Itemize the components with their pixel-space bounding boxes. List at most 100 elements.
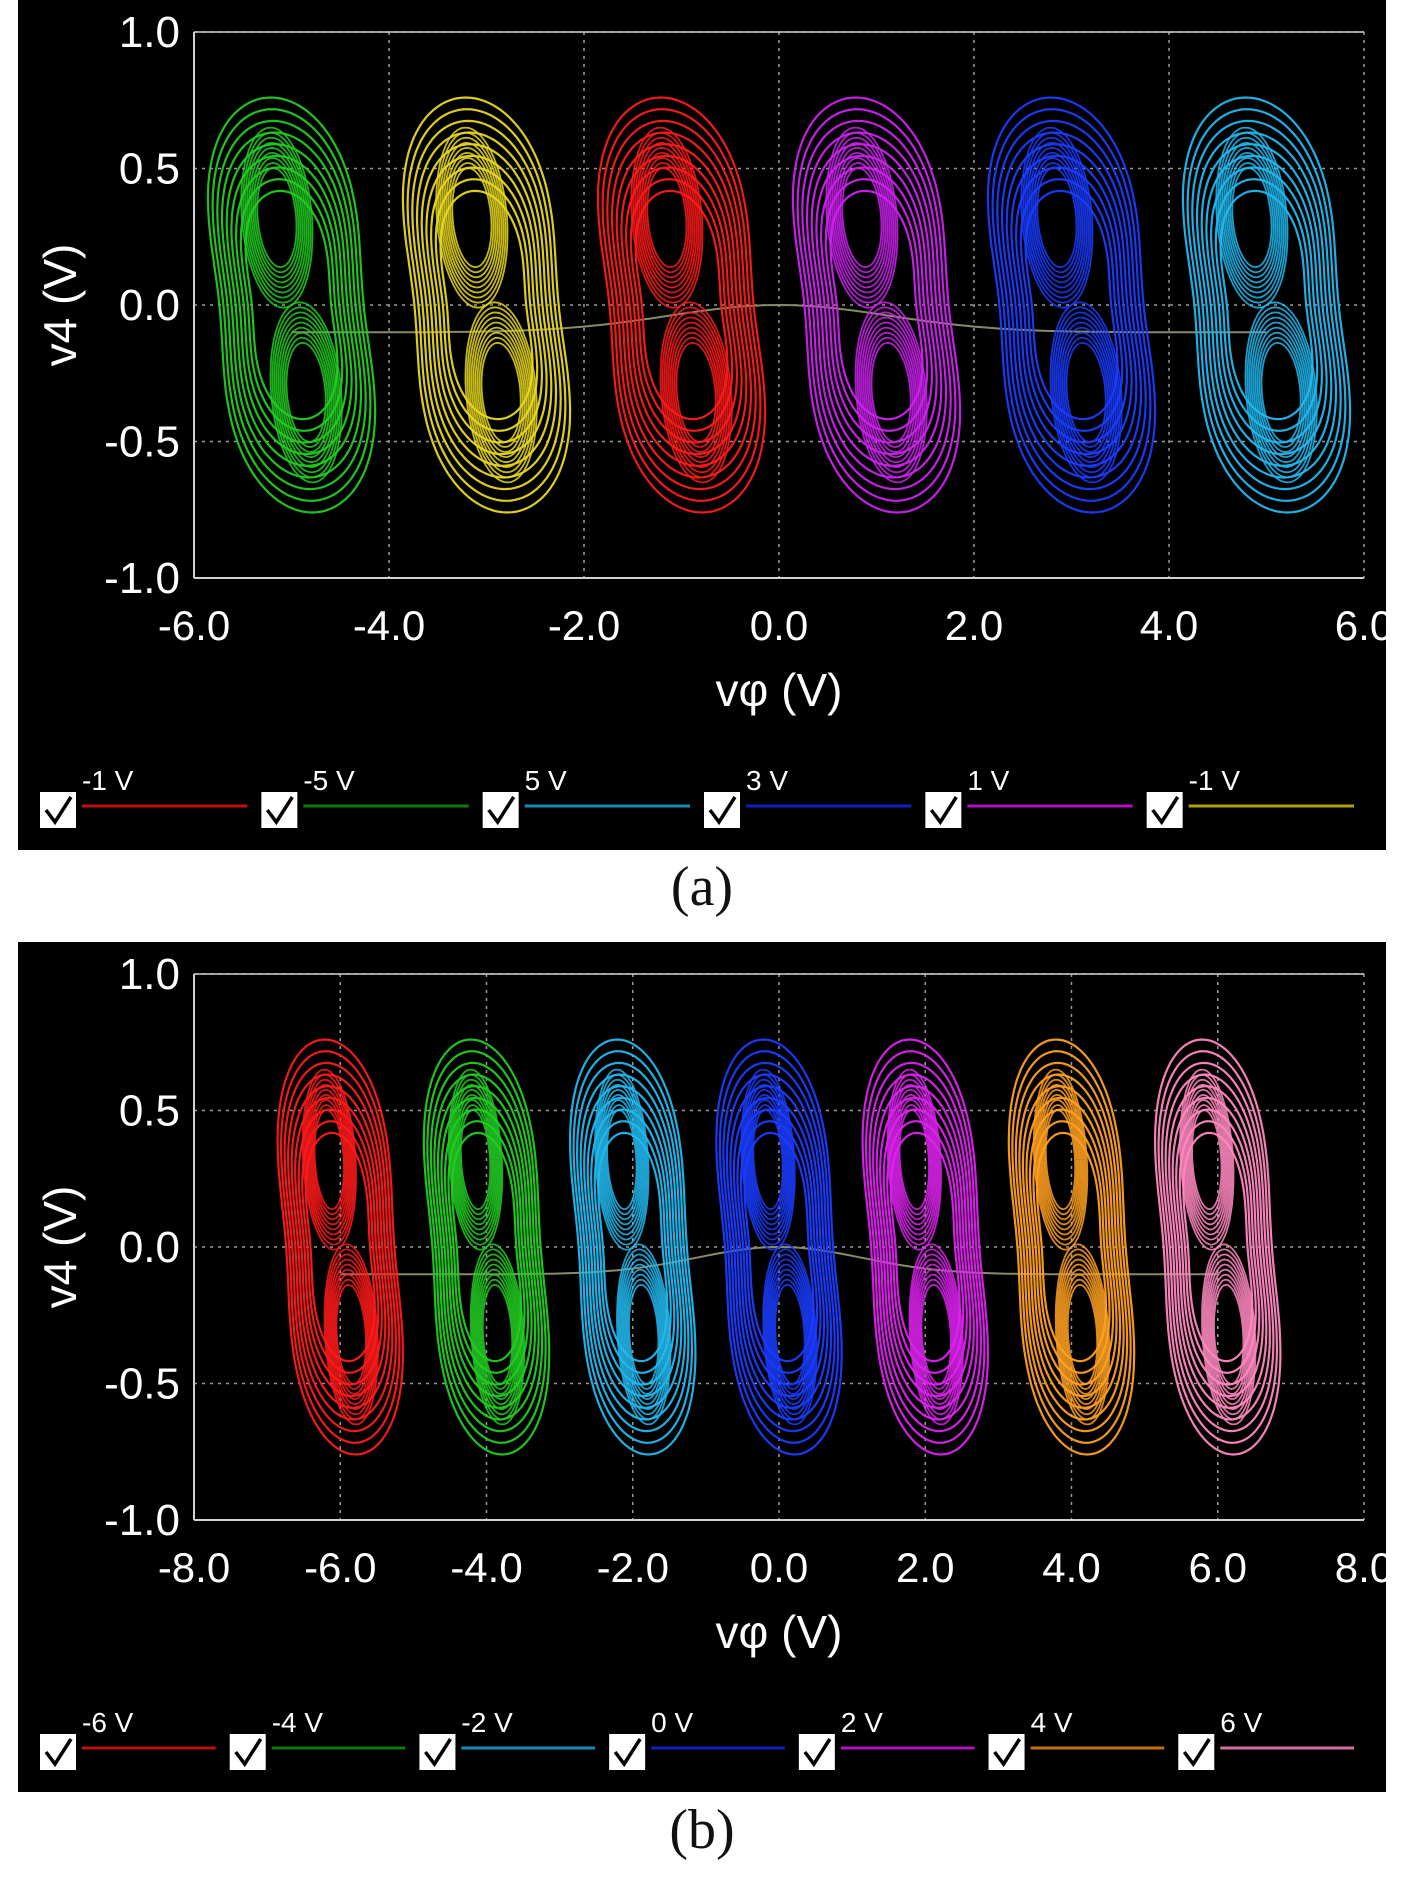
legend-item[interactable]: -6 V xyxy=(40,1707,216,1770)
attractor-lobe xyxy=(476,331,526,453)
attractor-lobe xyxy=(750,1104,786,1216)
attractor-lobe xyxy=(644,162,690,274)
attractor-lobe xyxy=(1188,1099,1226,1221)
attractor-lobe xyxy=(323,1243,379,1426)
attractor-lobe xyxy=(470,316,532,469)
attractor-lobe xyxy=(240,126,314,309)
attractor-loop xyxy=(429,1061,544,1433)
attractor-lobe xyxy=(1217,131,1287,304)
legend-item[interactable]: 2 V xyxy=(798,1707,975,1770)
attractor-lobe xyxy=(866,331,916,453)
attractor-lobe xyxy=(892,1088,936,1231)
attractor-loop xyxy=(434,178,539,432)
attractor-lobe xyxy=(1229,162,1275,274)
attractor-lobe xyxy=(1057,321,1115,464)
attractor-lobe xyxy=(1204,1253,1254,1416)
checkmark-icon xyxy=(708,796,737,826)
attractor-loop xyxy=(889,1131,961,1363)
attractor-lobe xyxy=(447,1068,504,1251)
attractor-loop xyxy=(1014,166,1129,444)
legend-item[interactable]: -5 V xyxy=(261,765,469,828)
attractor-lobe xyxy=(1189,1104,1224,1216)
attractor-lobe xyxy=(1205,1258,1252,1411)
attractor-lobe xyxy=(669,326,723,459)
x-tick-label: -6.0 xyxy=(158,602,230,649)
x-tick-label: 8.0 xyxy=(1335,1544,1386,1591)
attractor-loop xyxy=(732,1096,826,1398)
attractor-lobe xyxy=(841,167,883,269)
attractor-lobe xyxy=(617,1248,670,1421)
x-tick-label: 2.0 xyxy=(945,602,1003,649)
legend-item[interactable]: -4 V xyxy=(229,1707,406,1770)
legend-label: 4 V xyxy=(1031,1707,1073,1738)
attractor-loop xyxy=(206,96,377,514)
legend-item[interactable]: 4 V xyxy=(988,1707,1165,1770)
attractor-lobe xyxy=(1185,1088,1229,1231)
attractor-loop xyxy=(879,1096,972,1398)
checkmark-icon xyxy=(424,1738,452,1768)
attractor-lobe xyxy=(916,1268,957,1401)
attractor-lobe xyxy=(839,162,885,274)
attractor-lobe xyxy=(913,1258,960,1411)
legend-item[interactable]: 3 V xyxy=(704,765,912,828)
attractor-loop xyxy=(739,1120,819,1374)
legend-label: 6 V xyxy=(1220,1707,1262,1738)
attractor-lobe xyxy=(1254,326,1308,459)
attractor-3 xyxy=(791,96,962,514)
legend-item[interactable]: -1 V xyxy=(40,765,248,828)
attractor-lobe xyxy=(911,1253,961,1416)
attractor-lobe xyxy=(628,1283,660,1385)
attractor-lobe xyxy=(1056,1248,1109,1421)
x-tick-label: 0.0 xyxy=(750,1544,808,1591)
legend-item[interactable]: -2 V xyxy=(419,1707,596,1770)
attractor-lobe xyxy=(301,1068,357,1251)
attractor-loop xyxy=(865,1050,986,1444)
legend-item[interactable]: -1 V xyxy=(1146,765,1354,828)
attractor-lobe xyxy=(622,1263,666,1406)
legend-item[interactable]: 6 V xyxy=(1178,1707,1354,1770)
panel-a: 1.0 0.5 0.0 -0.5 -1.0 -6.0 -4.0 -2.0 0.0 2.0 4.0 6.… xyxy=(0,0,1404,850)
attractor-lobe xyxy=(310,1099,348,1221)
attractor-lobe xyxy=(307,1088,351,1231)
y-axis-title: v4 (V) xyxy=(34,1186,86,1309)
attractor-lobe xyxy=(313,1109,345,1211)
y-tick-label: -1.0 xyxy=(104,1496,180,1545)
attractor-lobe xyxy=(595,1073,648,1246)
attractor-lobe xyxy=(335,1283,367,1385)
legend-item[interactable]: 5 V xyxy=(482,765,690,828)
attractor-loop xyxy=(294,1096,387,1398)
attractor-lobe xyxy=(606,1109,638,1211)
attractor-loop xyxy=(1154,1038,1282,1456)
attractor-lobe xyxy=(894,1093,935,1226)
attractor-0 xyxy=(276,1038,404,1456)
x-axis-title: vφ (V) xyxy=(716,1606,843,1658)
attractor-loop xyxy=(569,1038,697,1456)
y-axis-title: v4 (V) xyxy=(34,244,86,367)
attractor-lobe xyxy=(244,136,310,299)
checkmark-icon xyxy=(929,796,958,826)
attractor-lobe xyxy=(285,341,327,443)
attractor-lobe xyxy=(891,1083,938,1236)
attractor-lobe xyxy=(1040,1093,1081,1226)
attractor-lobe xyxy=(616,1243,672,1426)
attractor-lobe xyxy=(325,1248,378,1421)
attractor-lobe xyxy=(275,316,337,469)
attractor-lobe xyxy=(746,1088,790,1231)
y-tick-label: 0.0 xyxy=(119,281,180,330)
attractor-loop xyxy=(629,178,734,432)
legend-item[interactable]: 1 V xyxy=(925,765,1133,828)
attractor-loop xyxy=(1010,154,1133,456)
attractor-lobe xyxy=(827,131,897,304)
attractor-1 xyxy=(401,96,572,514)
attractor-lobe xyxy=(632,131,702,304)
attractor-loop xyxy=(722,1061,836,1433)
attractor-loop xyxy=(791,96,962,514)
attractor-lobe xyxy=(1207,1263,1251,1406)
legend-item[interactable]: 0 V xyxy=(609,1707,785,1770)
attractor-lobe xyxy=(250,151,304,284)
x-tick-label: -2.0 xyxy=(548,602,620,649)
attractor-loop xyxy=(886,1120,965,1374)
attractor-lobe xyxy=(1044,1109,1077,1211)
attractor-lobe xyxy=(1043,1104,1078,1216)
attractor-lobe xyxy=(326,1253,376,1416)
